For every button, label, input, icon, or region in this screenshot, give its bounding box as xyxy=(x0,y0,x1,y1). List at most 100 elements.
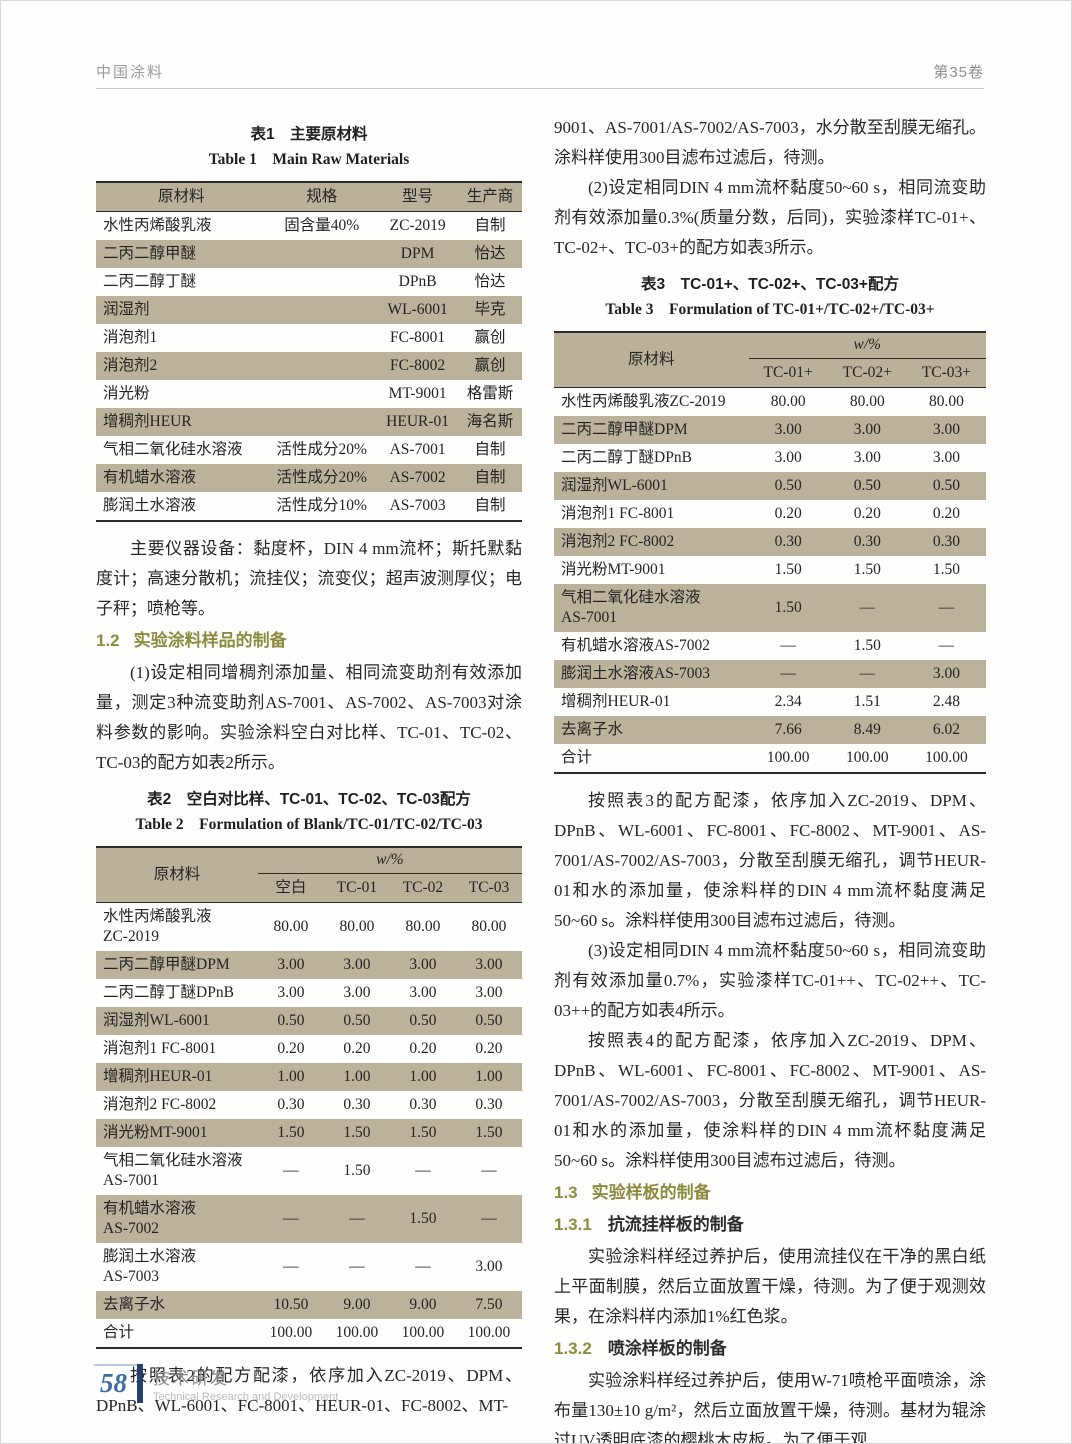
table-cell: 润湿剂WL-6001 xyxy=(103,1012,210,1029)
table-cell: 100.00 xyxy=(766,749,810,766)
right-column: 9001、AS-7001/AS-7002/AS-7003，水分散至刮膜无缩孔。涂… xyxy=(554,113,986,1443)
table-cell: 0.30 xyxy=(853,533,881,550)
table-cell: 80.00 xyxy=(849,393,885,410)
footer-section-zh: 技术研发 xyxy=(153,1369,229,1388)
table-cell: 3.00 xyxy=(277,984,305,1001)
table-cell: 二丙二醇丁醚DPnB xyxy=(561,449,692,466)
section-title: 实验样板的制备 xyxy=(591,1183,711,1202)
table-row: 消泡剂1 FC-8001 0.20 0.20 0.20 0.20 xyxy=(96,1035,522,1063)
table-cell: 0.30 xyxy=(409,1096,437,1113)
table-row: 气相二氧化硅水溶液 AS-7001 — 1.50 — — xyxy=(96,1147,522,1195)
table-cell xyxy=(266,296,377,324)
table-row: 水性丙烯酸乳液ZC-2019 80.00 80.00 80.00 xyxy=(554,388,986,417)
table-cell: 2.34 xyxy=(774,693,802,710)
table-row: 消泡剂2 FC-8002 赢创 xyxy=(96,352,522,380)
table-cell: 3.00 xyxy=(277,956,305,973)
table-cell: 润湿剂WL-6001 xyxy=(561,477,668,494)
table-row: 消泡剂1 FC-8001 0.20 0.20 0.20 xyxy=(554,500,986,528)
table-row: 增稠剂HEUR HEUR-01 海名斯 xyxy=(96,408,522,436)
paragraph-sag-panel: 实验涂料样经过养护后，使用流挂仪在干净的黑白纸上平面制膜，然后立面放置干燥，待测… xyxy=(554,1247,986,1326)
table-cell: 3.00 xyxy=(475,1258,503,1275)
table-cell: 100.00 xyxy=(845,749,889,766)
page-footer: 58 技术研发 Technical Research and Developme… xyxy=(94,1364,338,1403)
table-cell: 有机蜡水溶液AS-7002 xyxy=(561,637,710,654)
table-cell: 6.02 xyxy=(932,721,960,738)
table-cell: 格雷斯 xyxy=(466,385,514,402)
table-subheader-row: TC-01+ TC-02+ TC-03+ xyxy=(554,358,986,388)
table-cell: 消泡剂1 FC-8001 xyxy=(561,505,675,522)
table-cell: — xyxy=(415,1258,431,1275)
table-cell: 100.00 xyxy=(269,1324,313,1341)
table-cell: 活性成分10% xyxy=(276,497,367,514)
table-cell: 膨润土水溶液 xyxy=(103,497,197,514)
table-row: 二丙二醇丁醚DPnB 3.00 3.00 3.00 3.00 xyxy=(96,979,522,1007)
paragraph-continued: 9001、AS-7001/AS-7002/AS-7003，水分散至刮膜无缩孔。涂… xyxy=(554,118,986,167)
table-row: 有机蜡水溶液 活性成分20% AS-7002 自制 xyxy=(96,464,522,492)
table-cell: 怡达 xyxy=(474,273,506,290)
table-cell: 赢创 xyxy=(474,357,506,374)
table-cell: — xyxy=(481,1162,497,1179)
table-cell: 1.50 xyxy=(853,561,881,578)
table-cell: 3.00 xyxy=(853,421,881,438)
table-row: 水性丙烯酸乳液 固含量40% ZC-2019 自制 xyxy=(96,212,522,241)
section-number: 1.2 xyxy=(96,631,120,650)
table-cell: 1.50 xyxy=(409,1124,437,1141)
table-cell: 80.00 xyxy=(770,393,806,410)
table-cell: 0.20 xyxy=(475,1040,503,1057)
table-cell: AS-7002 xyxy=(389,469,446,486)
table-row: 消泡剂2 FC-8002 0.30 0.30 0.30 xyxy=(554,528,986,556)
table-cell: 3.00 xyxy=(853,449,881,466)
table-cell: 0.20 xyxy=(277,1040,305,1057)
table-cell xyxy=(266,380,377,408)
table-cell: 1.50 xyxy=(409,1210,437,1227)
table-cell: 0.30 xyxy=(475,1096,503,1113)
table-cell: 润湿剂 xyxy=(103,301,150,318)
table-cell: 2.48 xyxy=(932,693,960,710)
section-title: 抗流挂样板的制备 xyxy=(607,1215,744,1234)
table-cell: 合计 xyxy=(561,749,593,766)
table-cell: 自制 xyxy=(474,441,506,458)
table-cell: 0.30 xyxy=(343,1096,371,1113)
table-cell: 1.50 xyxy=(774,599,802,616)
table-cell: 0.20 xyxy=(343,1040,371,1057)
table-cell: 0.50 xyxy=(343,1012,371,1029)
table-cell: 3.00 xyxy=(932,421,960,438)
table-cell: 0.50 xyxy=(409,1012,437,1029)
table-cell: — xyxy=(859,599,876,616)
table-cell: 消泡剂2 FC-8002 xyxy=(561,533,675,550)
table-header-row: 原材料 w/% xyxy=(554,332,986,388)
table-cell: 0.50 xyxy=(853,477,881,494)
table-cell: — xyxy=(349,1210,365,1227)
table-cell: 1.50 xyxy=(774,561,802,578)
table-row: 润湿剂WL-6001 0.50 0.50 0.50 0.50 xyxy=(96,1007,522,1035)
table-row: 二丙二醇甲醚DPM 3.00 3.00 3.00 3.00 xyxy=(96,951,522,979)
table-row: 膨润土水溶液 AS-7003 — — — 3.00 xyxy=(96,1243,522,1291)
data-table: 原材料 规格 型号 生产商 水性丙烯酸乳液 固含量40% ZC-2019 自制 二丙二醇甲醚 DP… xyxy=(96,181,522,522)
table-cell: 自制 xyxy=(474,217,506,234)
section-title: 实验涂料样品的制备 xyxy=(133,631,287,650)
table-cell: 0.50 xyxy=(475,1012,503,1029)
table-row: 消泡剂2 FC-8002 0.30 0.30 0.30 0.30 xyxy=(96,1091,522,1119)
table-row: 有机蜡水溶液AS-7002 — 1.50 — xyxy=(554,632,986,660)
table-row: 润湿剂 WL-6001 毕克 xyxy=(96,296,522,324)
table-cell: 1.50 xyxy=(853,637,881,654)
table-cell: 增稠剂HEUR xyxy=(103,413,192,430)
table-cell: 100.00 xyxy=(925,749,968,766)
table-cell: 消光粉MT-9001 xyxy=(103,1124,208,1141)
column-header: 原材料 xyxy=(96,182,267,212)
table-row: 二丙二醇甲醚 DPM 怡达 xyxy=(96,240,522,268)
table-cell: 增稠剂HEUR-01 xyxy=(103,1068,213,1085)
table2-caption-zh: 表2 空白对比样、TC-01、TC-02、TC-03配方 xyxy=(147,791,471,808)
footer-divider-bar xyxy=(137,1364,143,1403)
table-cell: 3.00 xyxy=(409,956,437,973)
table-cell: 7.50 xyxy=(475,1296,503,1313)
table2-caption-en: Table 2 Formulation of Blank/TC-01/TC-02… xyxy=(135,816,483,833)
table-row: 水性丙烯酸乳液 ZC-2019 80.00 80.00 80.00 80.00 xyxy=(96,903,522,952)
table-cell: — xyxy=(481,1210,497,1227)
table-cell: 3.00 xyxy=(932,449,960,466)
group-header: w/% xyxy=(257,847,522,874)
table-cell: — xyxy=(938,599,955,616)
table-cell: 3.00 xyxy=(475,956,503,973)
table-row: 消光粉MT-9001 1.50 1.50 1.50 xyxy=(554,556,986,584)
